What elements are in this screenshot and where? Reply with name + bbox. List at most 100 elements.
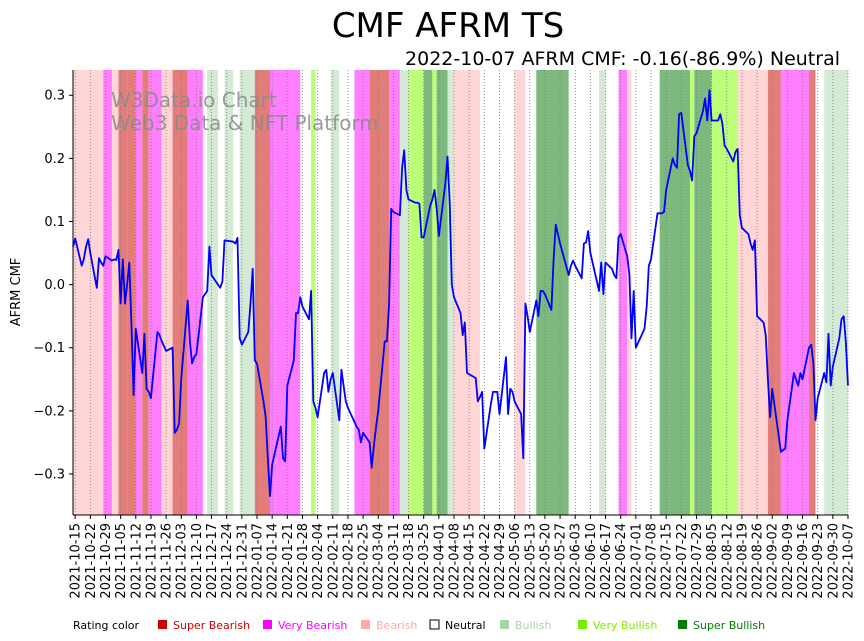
x-tick-label: 2022-04-08	[448, 523, 463, 599]
x-tick-label: 2022-09-16	[796, 523, 811, 599]
rating-band-super-bullish	[694, 70, 712, 515]
x-tick-label: 2022-04-22	[478, 523, 493, 599]
x-tick-label: 2022-01-07	[251, 523, 266, 599]
rating-band-neutral	[525, 70, 537, 515]
x-tick-label: 2022-09-30	[826, 523, 841, 599]
x-tick-label: 2022-06-24	[614, 523, 629, 599]
rating-band-very-bullish	[711, 70, 725, 515]
rating-band-neutral	[233, 70, 240, 515]
x-tick-label: 2021-11-12	[129, 523, 144, 599]
weekly-gridlines	[74, 70, 849, 515]
rating-band-very-bullish	[311, 70, 316, 515]
rating-band-neutral	[218, 70, 225, 515]
y-ticks: −0.3 −0.2 −0.1 0.0 0.1 0.2 0.3	[33, 89, 73, 482]
x-tick-label: 2022-01-28	[296, 523, 311, 599]
rating-band-very-bullish	[724, 70, 738, 515]
x-tick-label: 2022-01-14	[266, 523, 281, 599]
rating-legend: Rating color Super Bearish Very Bearish Be…	[73, 619, 765, 632]
cmf-series	[72, 89, 849, 498]
rating-band-super-bullish	[423, 70, 433, 515]
x-tick-label: 2022-04-15	[463, 523, 478, 599]
watermark-line-1: W3Data.io Chart	[111, 88, 277, 112]
x-tick-label: 2022-02-04	[311, 523, 326, 599]
x-tick-label: 2022-07-01	[629, 523, 644, 599]
rating-band-bullish	[207, 70, 219, 515]
x-tick-label: 2022-01-21	[281, 523, 296, 599]
legend-swatch	[678, 620, 687, 629]
legend-swatch	[500, 620, 509, 629]
rating-band-very-bullish	[408, 70, 424, 515]
rating-band-very-bearish	[389, 70, 400, 515]
rating-band-very-bearish	[148, 70, 162, 515]
legend-swatch	[429, 619, 440, 630]
x-tick-label: 2022-03-11	[387, 523, 402, 599]
x-tick-label: 2021-12-31	[235, 523, 250, 599]
rating-band-very-bullish	[689, 70, 695, 515]
x-tick-label: 2022-03-25	[417, 523, 432, 599]
x-tick-label: 2022-05-20	[538, 523, 553, 599]
x-tick-label: 2022-08-12	[720, 523, 735, 599]
legend-item: Super Bearish	[173, 619, 250, 632]
y-tick-label: 0.0	[44, 278, 65, 293]
rating-band-bullish	[404, 70, 409, 515]
x-tick-label: 2022-05-27	[554, 523, 569, 599]
x-tick-label: 2021-11-26	[160, 523, 175, 599]
rating-band-super-bearish	[809, 70, 816, 515]
rating-band-super-bearish	[142, 70, 149, 515]
y-tick-label: −0.3	[33, 467, 65, 482]
rating-band-bearish	[73, 70, 104, 515]
legend-swatch	[578, 620, 587, 629]
rating-band-super-bearish	[172, 70, 188, 515]
legend-item: Super Bullish	[693, 619, 765, 632]
legend-label: Rating color	[73, 619, 140, 632]
rating-band-bearish	[111, 70, 119, 515]
x-tick-label: 2021-11-05	[114, 523, 129, 599]
rating-band-neutral	[300, 70, 312, 515]
y-tick-label: 0.1	[44, 215, 65, 230]
rating-band-very-bearish	[135, 70, 143, 515]
x-tick-label: 2022-02-25	[357, 523, 372, 599]
y-tick-label: 0.3	[44, 89, 65, 104]
y-axis-label: AFRM CMF	[9, 258, 24, 327]
x-tick-label: 2022-07-08	[645, 523, 660, 599]
rating-band-bullish	[447, 70, 455, 515]
rating-band-bullish	[824, 70, 848, 515]
y-tick-label: −0.1	[33, 341, 65, 356]
rating-band-very-bearish	[269, 70, 288, 515]
rating-band-very-bearish	[187, 70, 203, 515]
legend-swatch	[263, 620, 272, 629]
x-tick-label: 2022-08-26	[751, 523, 766, 599]
x-tick-label: 2022-03-18	[402, 523, 417, 599]
x-tick-label: 2022-10-07	[842, 523, 857, 599]
rating-band-bullish	[239, 70, 255, 515]
chart-title: CMF AFRM TS	[332, 6, 564, 46]
legend-item: Bearish	[376, 619, 417, 632]
rating-band-bullish	[399, 70, 405, 515]
rating-band-super-bullish	[436, 70, 448, 515]
rating-band-super-bearish	[767, 70, 781, 515]
legend-item: Very Bearish	[278, 619, 347, 632]
y-tick-label: 0.2	[44, 152, 65, 167]
rating-band-super-bearish	[127, 70, 136, 515]
axes	[72, 70, 848, 516]
x-tick-label: 2022-04-29	[493, 523, 508, 599]
x-tick-label: 2022-03-04	[372, 523, 387, 599]
rating-band-neutral	[202, 70, 208, 515]
x-tick-label: 2022-07-29	[690, 523, 705, 599]
rating-band-bullish	[224, 70, 234, 515]
rating-band-neutral	[605, 70, 619, 515]
rating-band-bearish	[161, 70, 173, 515]
x-tick-label: 2021-12-24	[220, 523, 235, 599]
x-tick-label: 2022-09-02	[766, 523, 781, 599]
x-tick-label: 2022-02-11	[326, 523, 341, 599]
rating-band-bullish	[599, 70, 606, 515]
x-tick-label: 2021-12-10	[190, 523, 205, 599]
x-tick-label: 2022-06-03	[569, 523, 584, 599]
rating-band-neutral	[339, 70, 355, 515]
rating-band-very-bearish	[618, 70, 628, 515]
x-tick-label: 2022-09-09	[781, 523, 796, 599]
series-line	[72, 89, 849, 498]
legend-item: Bullish	[515, 619, 551, 632]
x-tick-label: 2022-07-22	[675, 523, 690, 599]
rating-band-bearish	[737, 70, 768, 515]
